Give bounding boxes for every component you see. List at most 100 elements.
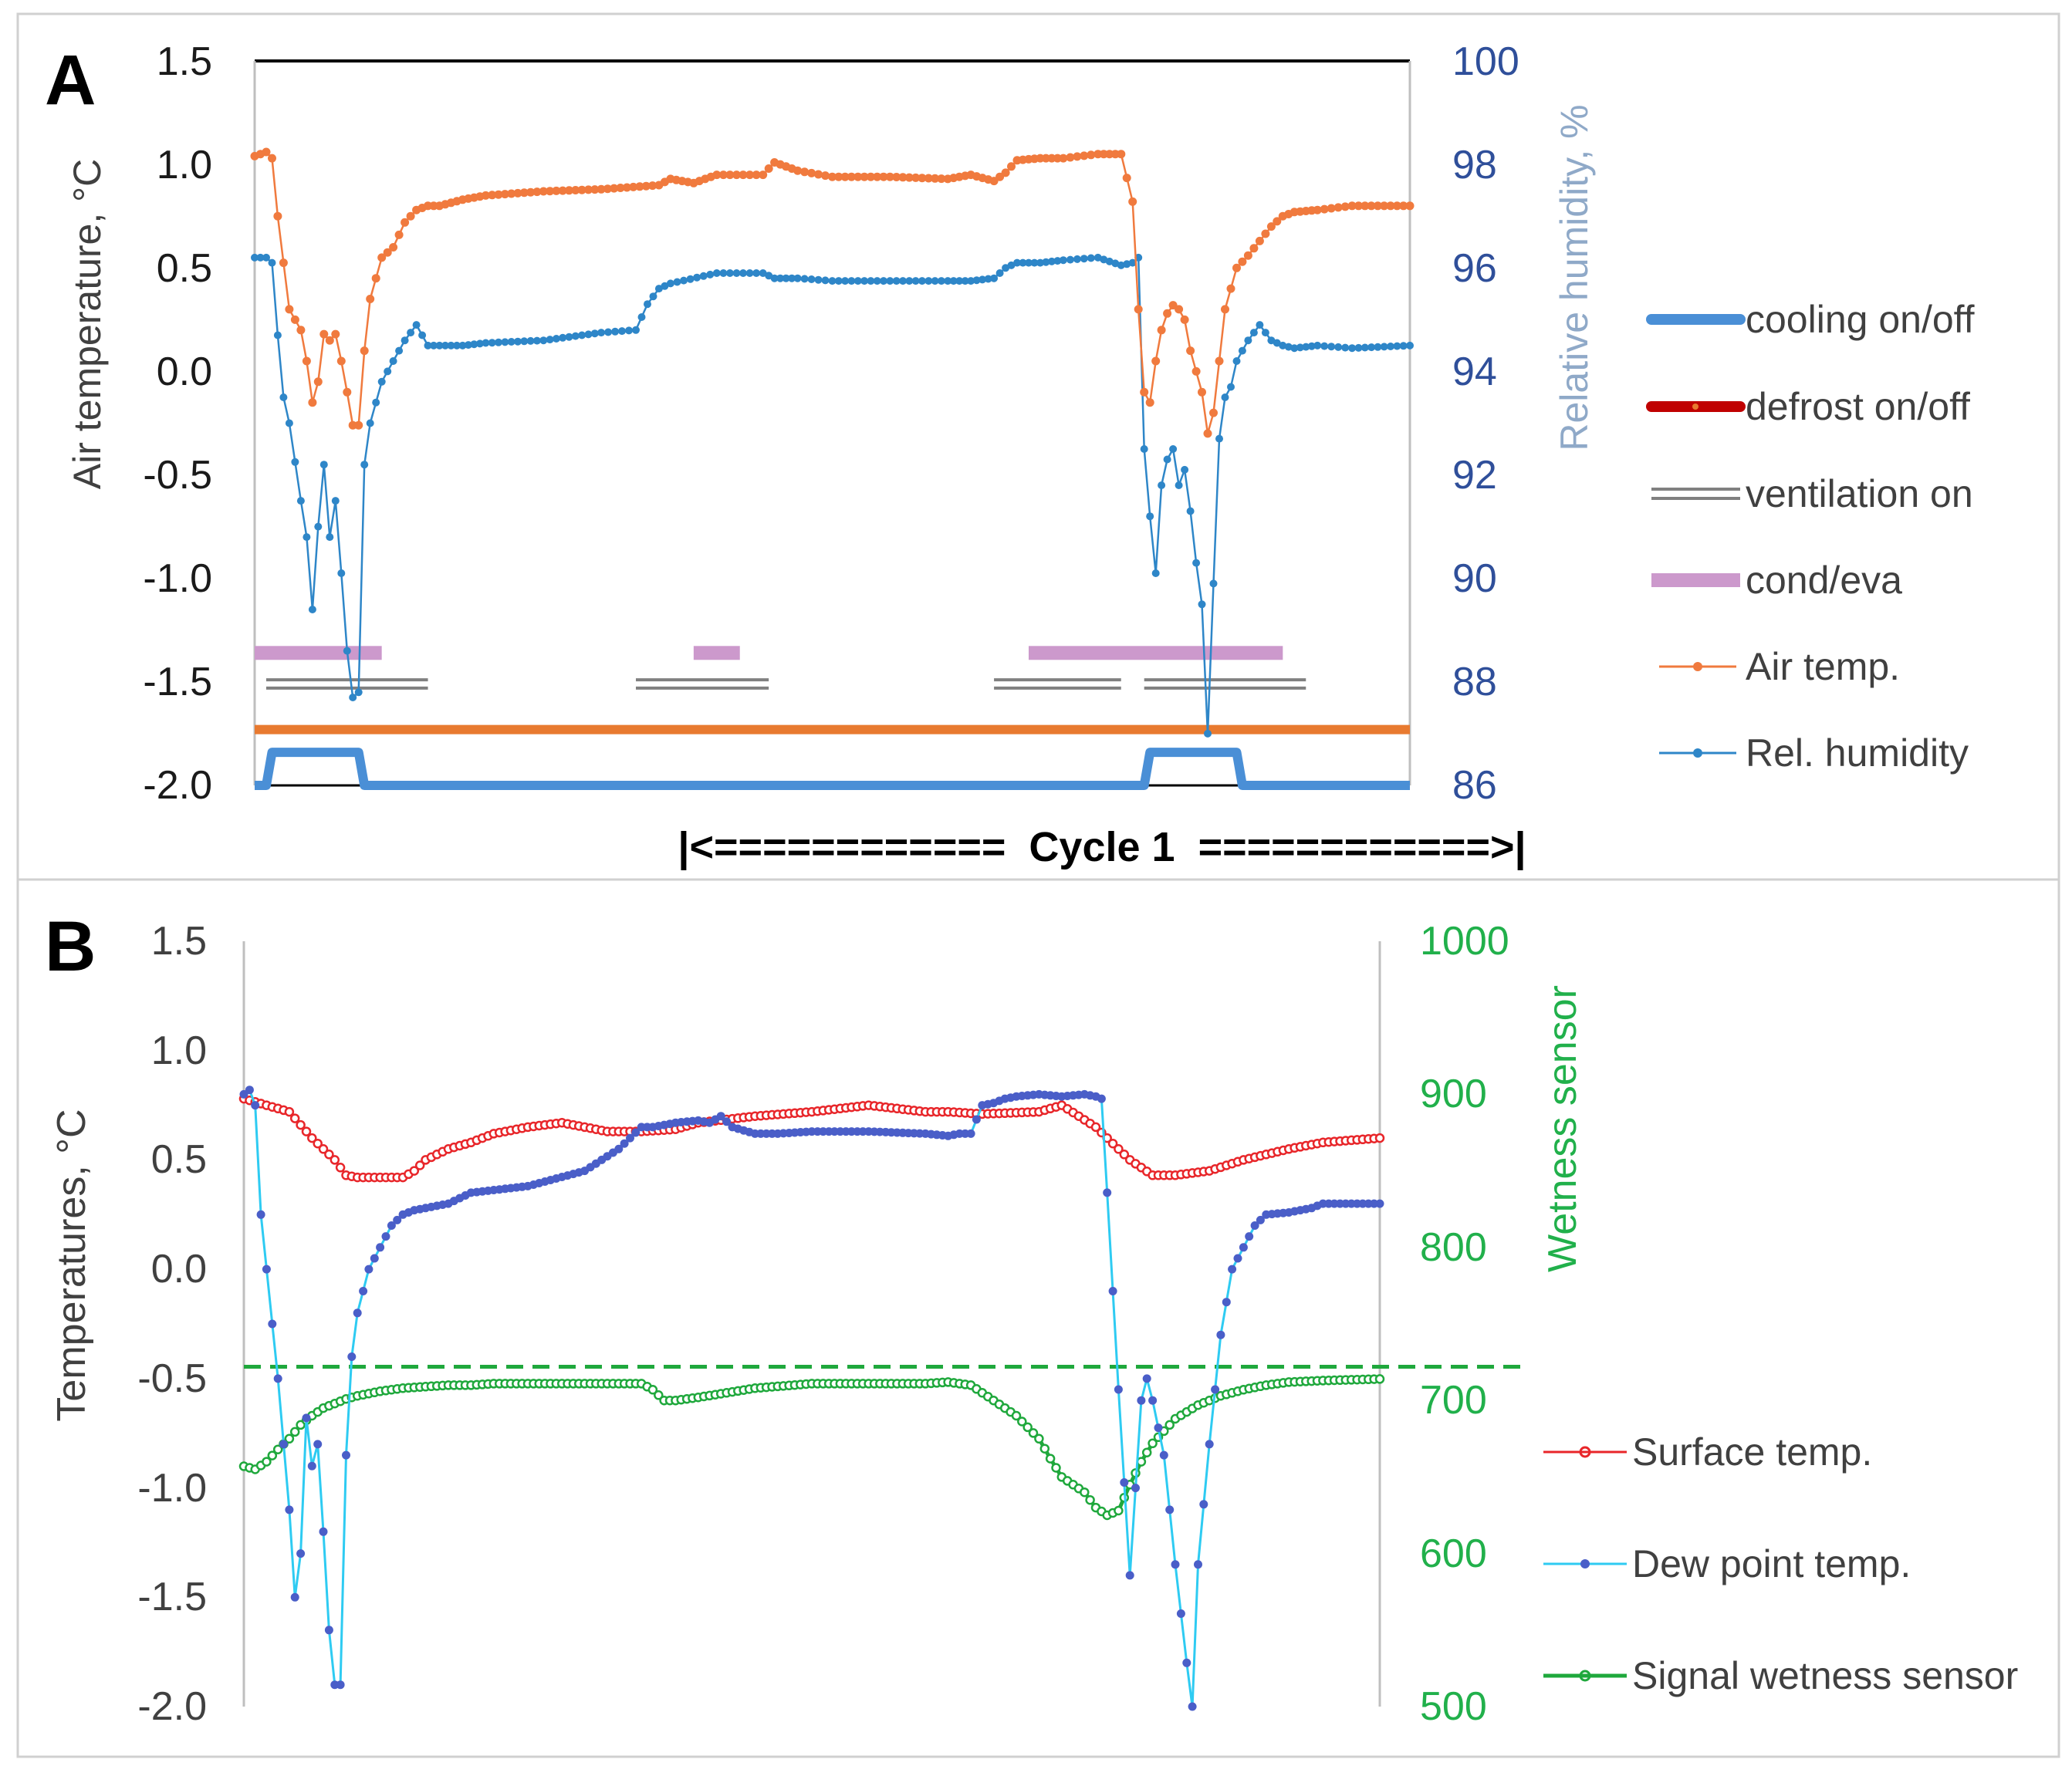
rel-humidity-point	[262, 253, 270, 262]
b-ytick: 1.0	[151, 1028, 207, 1073]
air-temp-point	[539, 187, 548, 196]
panel-b-label: B	[45, 907, 96, 986]
a-ytick: 0.0	[157, 349, 212, 394]
wetness-signal-point	[1374, 1374, 1385, 1384]
surface-temp-point	[307, 1133, 317, 1143]
rel-humidity-point	[1399, 342, 1408, 350]
air-temp-point	[1360, 201, 1370, 211]
air-temp-point	[273, 211, 282, 221]
surface-temp-point	[313, 1138, 323, 1149]
a-y2tick: 90	[1452, 556, 1497, 601]
b-y2tick: 900	[1420, 1072, 1487, 1116]
rel-humidity-point	[319, 461, 328, 469]
condeva-bar	[1028, 646, 1283, 660]
air-temp-point	[1367, 201, 1376, 211]
rel-humidity-point	[482, 339, 490, 347]
air-temp-point	[641, 181, 651, 191]
panel-a-series	[250, 147, 1415, 738]
rel-humidity-point	[1163, 455, 1171, 464]
rel-humidity-point	[1296, 343, 1304, 352]
rel-humidity-point	[1215, 434, 1223, 443]
rel-humidity-point	[424, 341, 432, 349]
air-temp-point	[296, 326, 306, 335]
rel-humidity-point	[967, 277, 975, 285]
rel-humidity-point	[649, 292, 657, 301]
rel-humidity-point	[873, 277, 881, 285]
rel-humidity-point	[291, 458, 299, 466]
rel-humidity-point	[867, 277, 875, 285]
air-temp-point	[1180, 315, 1189, 324]
rel-humidity-point	[712, 269, 721, 277]
dew-point-temp-point	[1148, 1396, 1158, 1405]
legend-ventilation[interactable]: ventilation on	[1651, 472, 1973, 515]
rel-humidity-point	[1238, 346, 1246, 355]
rel-humidity-point	[1123, 260, 1131, 268]
rel-humidity-point	[407, 329, 415, 337]
air-temp-point	[1255, 236, 1264, 245]
wetness-signal-point	[284, 1433, 295, 1444]
rel-humidity-point	[532, 336, 541, 345]
legend-ventilation-label: ventilation on	[1746, 472, 1973, 515]
dew-point-temp-point	[716, 1112, 725, 1121]
rel-humidity-point	[520, 337, 529, 346]
rel-humidity-point	[1025, 258, 1033, 267]
legend-defrost-label: defrost on/off	[1746, 385, 1970, 428]
legend-defrost[interactable]: defrost on/off	[1646, 385, 1970, 428]
dew-point-temp-point	[620, 1139, 629, 1148]
dew-point-temp-point	[1142, 1374, 1151, 1383]
rel-humidity-point	[256, 253, 265, 262]
condeva-bar	[693, 646, 740, 660]
dew-point-temp-point	[290, 1592, 299, 1602]
air-temp-point	[732, 171, 741, 180]
rel-humidity-point	[793, 274, 802, 282]
rel-humidity-point	[377, 377, 386, 386]
dew-point-temp-point	[1222, 1298, 1231, 1307]
wetness-signal-point	[654, 1390, 664, 1400]
wetness-signal-point	[1028, 1428, 1039, 1438]
legend-cooling[interactable]: cooling on/off	[1646, 298, 1975, 341]
rel-humidity-point	[1374, 343, 1382, 351]
rel-humidity-point	[1348, 344, 1357, 353]
rel-humidity-point	[366, 419, 374, 427]
panel-a-left-ticks: 1.5 1.0 0.5 0.0 -0.5 -1.0 -1.5 -2.0	[143, 39, 212, 808]
legend-air-label: Air temp.	[1746, 645, 1900, 688]
rel-humidity-point	[1261, 329, 1269, 337]
rel-humidity-point	[296, 497, 305, 505]
b-ytick: -1.5	[137, 1575, 207, 1619]
air-temp-point	[1226, 284, 1235, 293]
dew-point-temp-point	[359, 1287, 368, 1295]
air-temp-point	[1191, 366, 1201, 376]
dew-point-temp-point	[251, 1101, 260, 1110]
air-temp-point	[1117, 150, 1126, 159]
wetness-signal-point	[1011, 1410, 1022, 1421]
legend-rh-label: Rel. humidity	[1746, 731, 1969, 775]
rel-humidity-point	[539, 336, 548, 345]
surface-temp-point	[318, 1144, 329, 1154]
air-temp-point	[366, 295, 375, 303]
rel-humidity-point	[285, 419, 293, 427]
rel-humidity-point	[1047, 257, 1056, 265]
dew-point-temp-point	[307, 1461, 316, 1471]
rel-humidity-point	[1192, 559, 1201, 567]
air-temp-point	[885, 172, 894, 181]
air-temp-point	[1333, 203, 1343, 212]
rel-humidity-point	[1387, 343, 1394, 350]
rel-humidity-point	[1284, 343, 1293, 351]
rel-humidity-point	[1053, 257, 1062, 265]
rel-humidity-point	[807, 275, 816, 283]
rel-humidity-point	[308, 606, 316, 613]
rel-humidity-point	[955, 277, 964, 285]
rel-humidity-point	[739, 269, 747, 277]
condeva-bar	[255, 646, 382, 660]
dew-point-temp-point	[1205, 1440, 1214, 1449]
a-ytick: -1.5	[143, 660, 212, 704]
rel-humidity-point	[673, 278, 681, 286]
dew-point-temp-point	[319, 1527, 328, 1536]
air-temp-point	[828, 172, 837, 181]
air-temp-point	[1243, 251, 1252, 260]
rel-humidity-point	[972, 276, 981, 285]
air-temp-point	[793, 166, 803, 175]
air-temp-point	[401, 218, 410, 227]
air-temp-point	[764, 164, 773, 173]
dew-point-temp-point	[1171, 1560, 1180, 1569]
